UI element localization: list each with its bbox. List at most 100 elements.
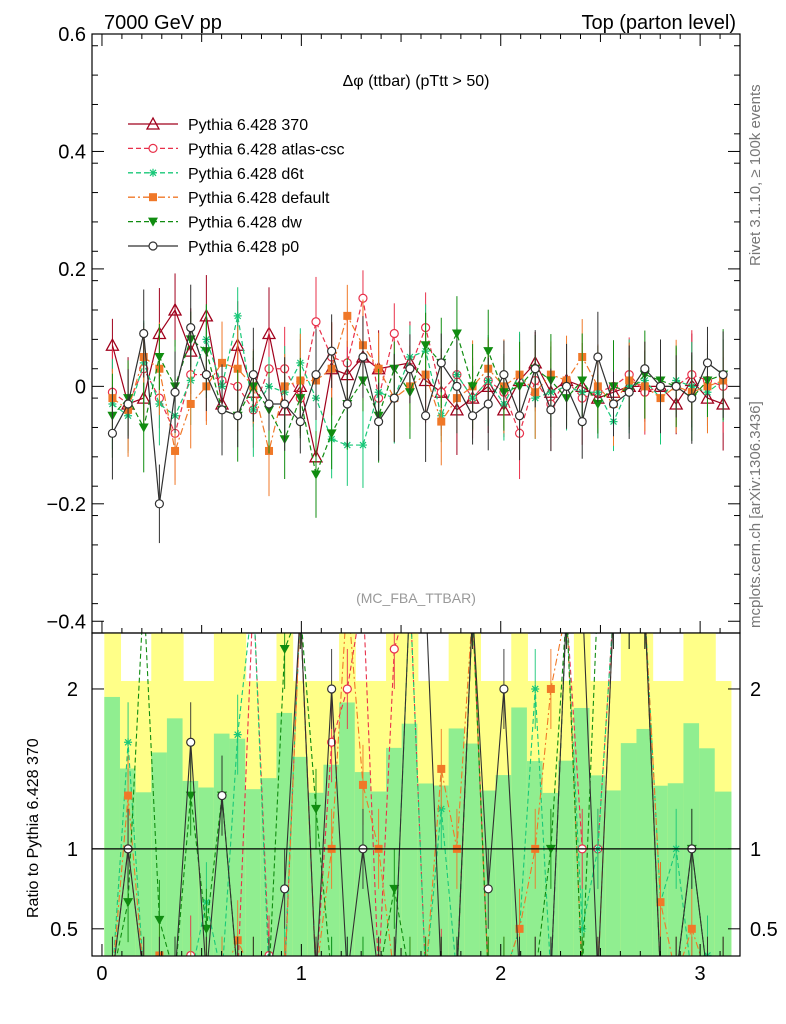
- ratio-series-5: [111, 605, 724, 981]
- ratio-point: [389, 884, 400, 894]
- legend-item: Pythia 6.428 default: [128, 190, 330, 207]
- ratio-point: [343, 973, 351, 981]
- ratio-point: [171, 973, 179, 981]
- ratio-point: [187, 973, 195, 981]
- ratio-point: [342, 684, 352, 694]
- ratio-point: [625, 605, 633, 613]
- data-point: [170, 387, 180, 397]
- data-point: [389, 328, 399, 339]
- ratio-point: [656, 898, 665, 907]
- ratio-band-inner: [636, 728, 654, 956]
- ratio-point: [547, 973, 555, 981]
- ratio-band-inner: [699, 748, 716, 956]
- ratio-point: [342, 973, 352, 982]
- ratio-point: [374, 973, 384, 982]
- data-point: [592, 399, 603, 409]
- ratio-point: [469, 605, 477, 613]
- data-point: [264, 399, 274, 409]
- ratio-point: [515, 973, 525, 982]
- legend-label: Pythia 6.428 p0: [188, 239, 299, 256]
- ratio-point: [422, 973, 430, 981]
- ratio-point: [359, 973, 367, 981]
- ratio-point: [140, 973, 148, 981]
- ratio-point: [484, 973, 492, 981]
- data-point: [233, 311, 242, 320]
- ratio-point: [108, 973, 116, 981]
- legend-marker: [149, 168, 157, 177]
- ratio-band-inner: [714, 791, 732, 956]
- ratio-point: [641, 605, 649, 613]
- data-point: [248, 370, 258, 380]
- x-tick-label: 3: [695, 963, 706, 985]
- ratio-point: [375, 973, 383, 981]
- ratio-band-inner: [605, 790, 622, 956]
- ratio-point: [185, 791, 196, 801]
- ratio-point: [594, 973, 602, 981]
- ratio-y-tick-label-right: 1: [750, 839, 761, 861]
- ratio-band-inner: [182, 780, 200, 956]
- data-point: [327, 346, 337, 356]
- mcplots-label: mcplots.cern.ch [arXiv:1306.3436]: [747, 401, 764, 628]
- ratio-point: [108, 973, 116, 981]
- series-line: [111, 325, 724, 504]
- ratio-point: [578, 924, 587, 933]
- legend-marker: [148, 241, 158, 251]
- ratio-point: [249, 973, 257, 981]
- ratio-y-tick-label: 1: [67, 839, 78, 861]
- ratio-point: [422, 973, 430, 981]
- ratio-point: [624, 605, 634, 614]
- header-right-label: Top (parton level): [581, 12, 736, 34]
- ratio-band-inner: [417, 783, 435, 956]
- ratio-y-tick-label-right: 2: [750, 679, 761, 701]
- data-point: [421, 411, 431, 421]
- ratio-point: [577, 973, 587, 982]
- ratio-point: [641, 605, 649, 613]
- legend-marker: [145, 116, 161, 130]
- ratio-point: [108, 973, 116, 981]
- ratio-point: [202, 973, 210, 981]
- ratio-point: [562, 605, 572, 614]
- data-point: [107, 428, 118, 438]
- ratio-band-inner: [260, 778, 278, 956]
- ratio-point: [327, 684, 337, 694]
- ratio-point: [563, 605, 571, 613]
- ratio-point: [186, 737, 196, 747]
- data-point: [577, 376, 588, 386]
- legend-item: Pythia 6.428 p0: [128, 239, 299, 256]
- ratio-point: [531, 684, 540, 693]
- data-point: [405, 364, 415, 374]
- ratio-band-inner: [276, 712, 294, 956]
- ratio-point: [343, 973, 351, 981]
- ratio-point: [249, 589, 257, 597]
- ratio-point: [201, 924, 212, 934]
- ratio-point: [281, 965, 289, 973]
- ratio-point: [625, 605, 633, 613]
- ratio-point: [249, 973, 257, 981]
- data-point: [310, 470, 321, 480]
- ratio-point: [295, 605, 305, 614]
- ratio-point: [139, 589, 149, 598]
- ratio-series-layer: [108, 589, 724, 982]
- data-point: [499, 370, 509, 380]
- ratio-point: [436, 973, 446, 982]
- x-tick-label: 1: [296, 963, 307, 985]
- ratio-point: [124, 791, 133, 800]
- ratio-y-tick-label-right: 0.5: [750, 919, 778, 941]
- ratio-point: [248, 973, 258, 982]
- ratio-point: [171, 973, 179, 981]
- data-point: [452, 381, 462, 391]
- ratio-point: [296, 605, 304, 613]
- ratio-point: [171, 973, 179, 981]
- ratio-point: [328, 973, 336, 981]
- data-point: [530, 364, 540, 374]
- ratio-point: [187, 973, 195, 981]
- data-point: [483, 347, 494, 357]
- ratio-line: [114, 633, 661, 956]
- legend-label: Pythia 6.428 dw: [188, 215, 302, 232]
- y-tick-label: 0.2: [58, 259, 86, 281]
- ratio-point: [234, 973, 242, 981]
- ratio-band-inner: [464, 743, 482, 956]
- header-left-label: 7000 GeV pp: [104, 12, 222, 34]
- ratio-point: [405, 973, 415, 982]
- data-point: [358, 352, 368, 362]
